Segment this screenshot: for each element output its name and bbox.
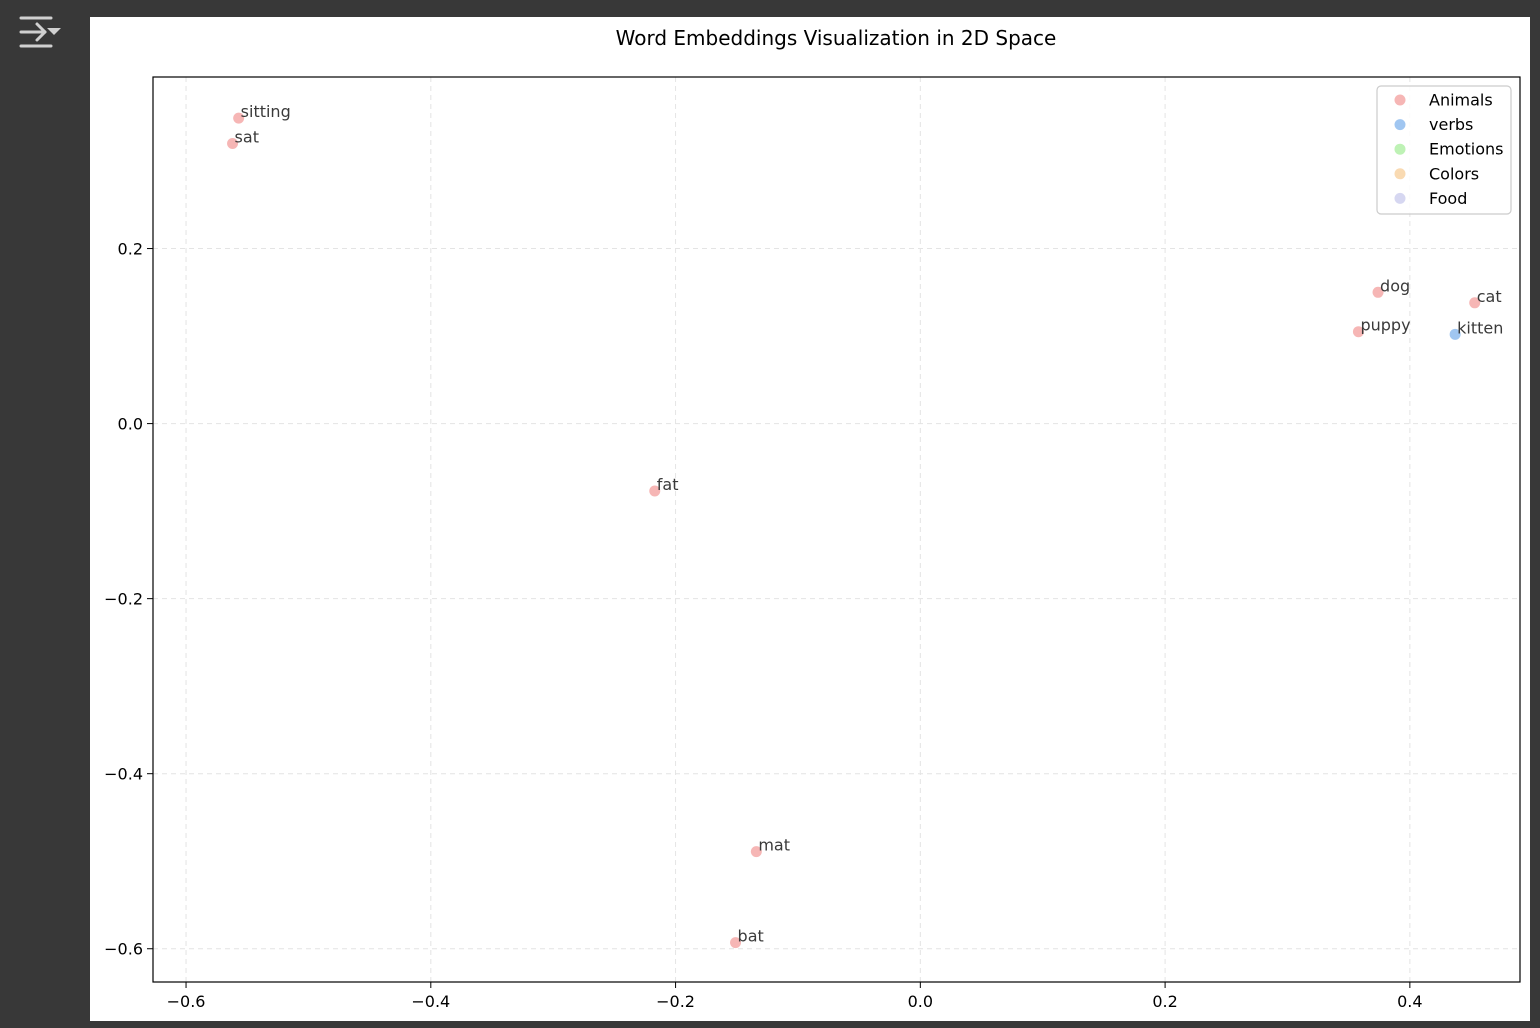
- y-tick-label: 0.2: [118, 240, 143, 259]
- y-tick-label: −0.2: [104, 590, 143, 609]
- point-label: sat: [235, 128, 259, 147]
- x-tick-label: −0.2: [656, 992, 695, 1011]
- scatter-point: [750, 846, 762, 858]
- point-label: mat: [758, 836, 790, 855]
- legend-marker: [1394, 192, 1406, 204]
- point-label: dog: [1380, 276, 1410, 295]
- legend-label: Emotions: [1429, 140, 1503, 159]
- plot-frame: [152, 76, 1521, 983]
- scatter-point: [1352, 326, 1364, 338]
- point-label: bat: [738, 927, 764, 946]
- legend-marker: [1394, 143, 1406, 155]
- point-label: cat: [1477, 287, 1502, 306]
- scatter-point: [730, 937, 742, 949]
- legend-label: Colors: [1429, 164, 1479, 183]
- y-tick-label: −0.4: [104, 765, 143, 784]
- legend-label: Food: [1429, 189, 1467, 208]
- x-tick-label: 0.4: [1397, 992, 1422, 1011]
- y-tick-label: 0.0: [118, 415, 143, 434]
- scatter-point: [1372, 286, 1384, 298]
- legend-marker: [1394, 119, 1406, 131]
- scatter-point: [1469, 297, 1481, 309]
- x-tick-label: 0.2: [1152, 992, 1177, 1011]
- x-tick-label: −0.6: [167, 992, 206, 1011]
- scatter-point: [649, 485, 661, 497]
- y-tick-label: −0.6: [104, 940, 143, 959]
- output-collapse-icon: [17, 14, 63, 56]
- point-label: puppy: [1360, 316, 1410, 335]
- legend-box: [1376, 85, 1512, 215]
- scatter-point: [227, 138, 239, 150]
- point-label: sitting: [241, 102, 291, 121]
- cell-output: Word Embeddings Visualization in 2D Spac…: [90, 17, 1530, 1021]
- point-label: kitten: [1457, 318, 1503, 337]
- x-tick-label: 0.0: [908, 992, 933, 1011]
- legend-label: verbs: [1429, 115, 1473, 134]
- chart-title: Word Embeddings Visualization in 2D Spac…: [616, 26, 1057, 50]
- legend: Animals verbs Emotions Colors Food: [1376, 85, 1512, 215]
- x-tick-label: −0.4: [411, 992, 450, 1011]
- scatter-chart: Word Embeddings Visualization in 2D Spac…: [104, 26, 1521, 1011]
- point-label: fat: [657, 475, 679, 494]
- scatter-point: [1449, 328, 1461, 340]
- legend-label: Animals: [1429, 91, 1493, 110]
- scatter-point: [233, 112, 245, 124]
- legend-marker: [1394, 94, 1406, 106]
- output-collapse-button[interactable]: [14, 12, 66, 58]
- legend-marker: [1394, 168, 1406, 180]
